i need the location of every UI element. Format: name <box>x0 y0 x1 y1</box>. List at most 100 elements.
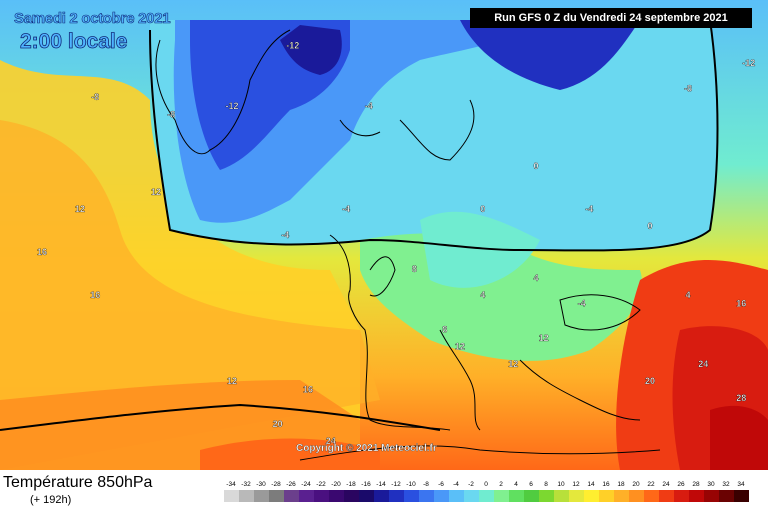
hot-zone-north-africa <box>200 438 380 470</box>
isotherms <box>0 19 719 431</box>
temperature-label: -12 <box>286 41 299 51</box>
legend-swatch <box>299 490 314 502</box>
isotherm-twenty <box>0 403 441 431</box>
legend-swatch <box>239 490 254 502</box>
coast-italy <box>439 329 481 431</box>
legend-swatch <box>599 490 614 502</box>
legend-label: -10 <box>406 481 416 488</box>
temperature-label: 24 <box>698 359 708 369</box>
legend-swatch <box>419 490 434 502</box>
legend-swatch <box>644 490 659 502</box>
legend-swatch <box>464 490 479 502</box>
temperature-label: 12 <box>508 359 518 369</box>
legend-label: -20 <box>331 481 341 488</box>
temperature-label: -4 <box>365 101 373 111</box>
coast-greenland <box>155 29 291 155</box>
parameter-title: Température 850hPa <box>3 474 153 491</box>
temperature-label: -8 <box>684 84 692 94</box>
legend-label: 2 <box>499 481 503 488</box>
legend-label: -18 <box>346 481 356 488</box>
temperature-label: 12 <box>227 376 237 386</box>
legend-label: 18 <box>617 481 625 488</box>
legend-swatch <box>509 490 524 502</box>
legend-label: 26 <box>677 481 685 488</box>
legend-swatch <box>269 490 284 502</box>
legend-swatch <box>449 490 464 502</box>
temperature-label: 16 <box>736 299 746 309</box>
temperature-label: 8 <box>412 264 417 274</box>
temperature-label: 16 <box>37 247 47 257</box>
temperature-label: 12 <box>151 187 161 197</box>
temperature-label: 20 <box>645 376 655 386</box>
legend-label: 12 <box>572 481 580 488</box>
legend-swatch <box>659 490 674 502</box>
coast-british-isles <box>369 256 396 297</box>
cold-core-barents <box>460 20 640 90</box>
legend-swatch <box>479 490 494 502</box>
legend-swatch <box>314 490 329 502</box>
legend-swatch <box>584 490 599 502</box>
legend-swatch <box>329 490 344 502</box>
temperature-map: -8-8-12-12-4-12-8-4-4000-4-4-444-4488121… <box>0 0 768 470</box>
temperature-label: 16 <box>90 290 100 300</box>
legend-label: 24 <box>662 481 670 488</box>
legend-swatch <box>629 490 644 502</box>
valid-time-title: 2:00 locale <box>20 30 128 54</box>
legend-swatch <box>224 490 239 502</box>
temperature-label: 4 <box>685 290 690 300</box>
legend-label: -6 <box>438 481 444 488</box>
legend-swatch <box>284 490 299 502</box>
temperature-label: 8 <box>442 324 447 334</box>
hottest-zone <box>710 405 768 470</box>
legend-label: -26 <box>286 481 296 488</box>
temperature-label: 16 <box>303 385 313 395</box>
legend-label: -28 <box>271 481 281 488</box>
temperature-label: 12 <box>539 333 549 343</box>
temperature-label: -8 <box>167 109 175 119</box>
temperature-label: 0 <box>533 161 538 171</box>
cool-zone-poland <box>420 211 540 288</box>
temperature-label: 24 <box>326 436 336 446</box>
legend-swatch <box>674 490 689 502</box>
legend-label: -14 <box>376 481 386 488</box>
legend-label: -24 <box>301 481 311 488</box>
legend-swatch <box>404 490 419 502</box>
forecast-lead-time: (+ 192h) <box>30 494 72 506</box>
legend-swatch <box>539 490 554 502</box>
legend-label: -8 <box>423 481 429 488</box>
legend-swatch <box>524 490 539 502</box>
legend-label: 28 <box>692 481 700 488</box>
footer-bar: -34 -32 -30 -28 -26 -24 -22 -20 -18 -16 -14 -12 -10-… <box>0 470 768 512</box>
legend-swatch <box>434 490 449 502</box>
temperature-label: 0 <box>647 221 652 231</box>
temperature-label: 20 <box>273 419 283 429</box>
legend-swatch <box>719 490 734 502</box>
temperature-label: -12 <box>225 101 238 111</box>
legend-label: 30 <box>707 481 715 488</box>
temperature-label: -8 <box>91 92 99 102</box>
legend-label: 20 <box>632 481 640 488</box>
coast-black-sea <box>559 294 641 331</box>
coast-scandinavia <box>399 99 475 161</box>
temperature-label: 0 <box>480 204 485 214</box>
temperature-labels: -8-8-12-12-4-12-8-4-4000-4-4-444-4488121… <box>37 40 756 446</box>
coast-western-europe <box>329 234 451 431</box>
legend-label: 10 <box>557 481 565 488</box>
legend-label: -4 <box>453 481 459 488</box>
legend-label: -32 <box>241 481 251 488</box>
legend-swatch <box>569 490 584 502</box>
temperature-label: 12 <box>75 204 85 214</box>
coast-balkans <box>519 359 641 421</box>
legend-label: 6 <box>529 481 533 488</box>
legend-swatch <box>734 490 749 502</box>
legend-label: 16 <box>602 481 610 488</box>
legend-swatch <box>704 490 719 502</box>
run-info-banner: Run GFS 0 Z du Vendredi 24 septembre 202… <box>470 8 752 28</box>
coast-north-africa <box>299 445 661 461</box>
legend-swatch <box>554 490 569 502</box>
legend-label: 32 <box>722 481 730 488</box>
coastlines <box>155 29 661 461</box>
legend-label: -22 <box>316 481 326 488</box>
legend-swatch <box>614 490 629 502</box>
legend-label: 4 <box>514 481 518 488</box>
